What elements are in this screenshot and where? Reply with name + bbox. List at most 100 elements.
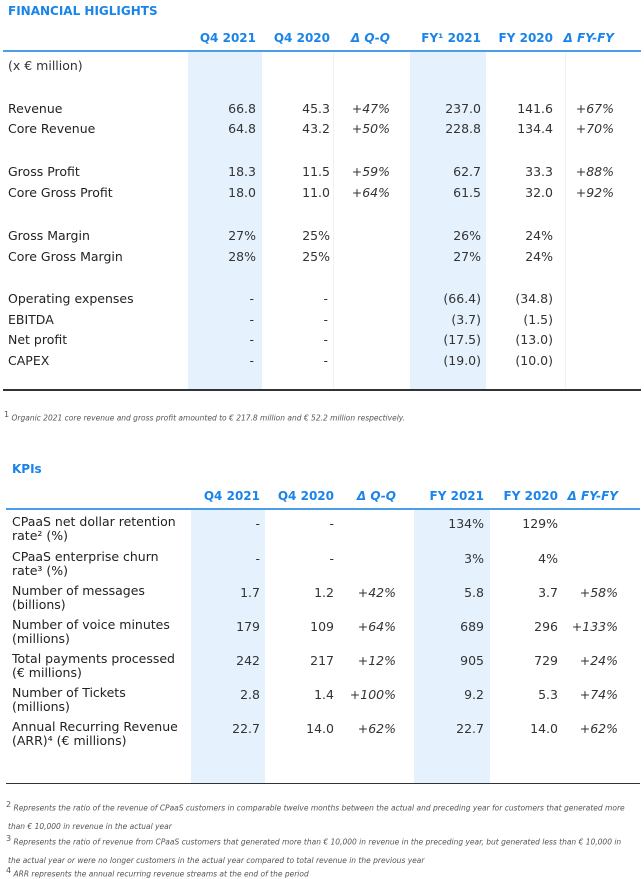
cell-fy-2021: (17.5) [443, 332, 481, 347]
cell-fy-2020: 729 [534, 653, 558, 668]
cell-delta-q-q: +64% [357, 619, 396, 634]
highlight-column-q4-2021 [191, 510, 265, 783]
cell-q4-2020: 45.3 [302, 101, 330, 116]
header-fy-2020: FY 2020 [503, 489, 558, 503]
footnote-text: Represents the ratio of the revenue of C… [13, 803, 625, 813]
kpis-title: KPIs [12, 462, 42, 476]
row-label: Annual Recurring Revenue (ARR)⁴ (€ milli… [12, 719, 178, 748]
cell-delta-q-q: +50% [351, 121, 390, 136]
row-label: CPaaS net dollar retention rate² (%) [12, 514, 176, 543]
cell-fy-2020: 296 [534, 619, 558, 634]
cell-q4-2021: - [249, 353, 254, 368]
cell-delta-q-q: +59% [351, 164, 390, 179]
cell-delta-fy-fy: +70% [575, 121, 614, 136]
cell-q4-2020: 109 [310, 619, 334, 634]
header-delta-fy-fy: Δ FY-FY [563, 31, 614, 45]
cell-fy-2020: 24% [525, 228, 553, 243]
cell-q4-2020: - [323, 332, 328, 347]
cell-q4-2020: 43.2 [302, 121, 330, 136]
cell-delta-q-q: +47% [351, 101, 390, 116]
cell-delta-fy-fy: +133% [571, 619, 618, 634]
unit-label: (x € million) [8, 58, 83, 73]
row-label: Core Gross Profit [8, 185, 113, 200]
footnote-text: ARR represents the annual recurring reve… [13, 869, 309, 879]
header-fy-2021: FY¹ 2021 [421, 31, 481, 45]
footnote-text: Represents the ratio of revenue from CPa… [13, 837, 622, 847]
highlight-column-fy-2021 [414, 510, 490, 783]
cell-fy-2021: 62.7 [453, 164, 481, 179]
cell-q4-2020: 1.4 [314, 687, 334, 702]
cell-q4-2021: - [255, 551, 260, 566]
cell-delta-fy-fy: +67% [575, 101, 614, 116]
cell-q4-2020: - [323, 291, 328, 306]
cell-delta-q-q: +100% [349, 687, 396, 702]
cell-fy-2020: 129% [522, 516, 558, 531]
cell-delta-fy-fy: +88% [575, 164, 614, 179]
cell-fy-2021: (3.7) [451, 312, 481, 327]
header-fy-2021: FY 2021 [429, 489, 484, 503]
footnote-mark: 4 [6, 866, 12, 875]
cell-fy-2020: (34.8) [515, 291, 553, 306]
cell-delta-fy-fy: +58% [579, 585, 618, 600]
row-label: CAPEX [8, 353, 50, 368]
cell-delta-fy-fy: +74% [579, 687, 618, 702]
cell-fy-2020: 5.3 [538, 687, 558, 702]
cell-fy-2021: 5.8 [464, 585, 484, 600]
cell-fy-2021: 689 [460, 619, 484, 634]
footnote-3-continued: the actual year or were no longer custom… [8, 856, 425, 865]
bottom-rule [6, 783, 640, 784]
header-q4-2021: Q4 2021 [203, 489, 260, 503]
cell-q4-2021: - [255, 516, 260, 531]
footnote-mark: 2 [6, 800, 12, 809]
cell-fy-2020: 32.0 [525, 185, 553, 200]
cell-q4-2021: 242 [236, 653, 260, 668]
cell-fy-2021: 228.8 [445, 121, 481, 136]
row-label: Total payments processed (€ millions) [12, 651, 175, 680]
row-label: Number of messages (billions) [12, 583, 145, 612]
row-label: Operating expenses [8, 291, 134, 306]
header-q4-2020: Q4 2020 [277, 489, 334, 503]
cell-delta-fy-fy: +92% [575, 185, 614, 200]
row-label: Gross Profit [8, 164, 80, 179]
header-q4-2020: Q4 2020 [273, 31, 330, 45]
cell-fy-2021: 237.0 [445, 101, 481, 116]
cell-fy-2021: 9.2 [464, 687, 484, 702]
cell-q4-2021: - [249, 291, 254, 306]
cell-q4-2021: 1.7 [240, 585, 260, 600]
row-label: EBITDA [8, 312, 54, 327]
row-label: Net profit [8, 332, 68, 347]
header-q4-2021: Q4 2021 [199, 31, 256, 45]
row-label: Number of Tickets (millions) [12, 685, 126, 714]
cell-fy-2020: (13.0) [515, 332, 553, 347]
cell-delta-q-q: +64% [351, 185, 390, 200]
cell-fy-2020: 3.7 [538, 585, 558, 600]
cell-fy-2020: 4% [538, 551, 558, 566]
footnote-1: 1 Organic 2021 core revenue and gross pr… [4, 410, 406, 423]
header-delta-q-q: Δ Q-Q [350, 31, 390, 45]
cell-q4-2020: 1.2 [314, 585, 334, 600]
cell-q4-2020: 25% [302, 228, 330, 243]
cell-q4-2021: 2.8 [240, 687, 260, 702]
cell-fy-2021: 134% [448, 516, 484, 531]
row-label: CPaaS enterprise churn rate³ (%) [12, 549, 159, 578]
cell-fy-2020: 14.0 [530, 721, 558, 736]
row-label: Core Gross Margin [8, 249, 123, 264]
cell-fy-2021: 61.5 [453, 185, 481, 200]
cell-q4-2021: 27% [228, 228, 256, 243]
column-divider [333, 52, 334, 390]
footnote-3: 3 Represents the ratio of revenue from C… [6, 834, 621, 847]
column-divider [565, 52, 566, 390]
row-label: Gross Margin [8, 228, 90, 243]
cell-q4-2021: 179 [236, 619, 260, 634]
cell-q4-2021: 22.7 [232, 721, 260, 736]
cell-q4-2020: - [323, 353, 328, 368]
cell-fy-2021: 905 [460, 653, 484, 668]
cell-q4-2020: 14.0 [306, 721, 334, 736]
cell-delta-q-q: +12% [357, 653, 396, 668]
row-label: Revenue [8, 101, 63, 116]
cell-q4-2020: - [323, 312, 328, 327]
cell-fy-2021: 26% [453, 228, 481, 243]
cell-fy-2020: 33.3 [525, 164, 553, 179]
cell-q4-2020: - [329, 516, 334, 531]
footnote-mark: 3 [6, 834, 12, 843]
